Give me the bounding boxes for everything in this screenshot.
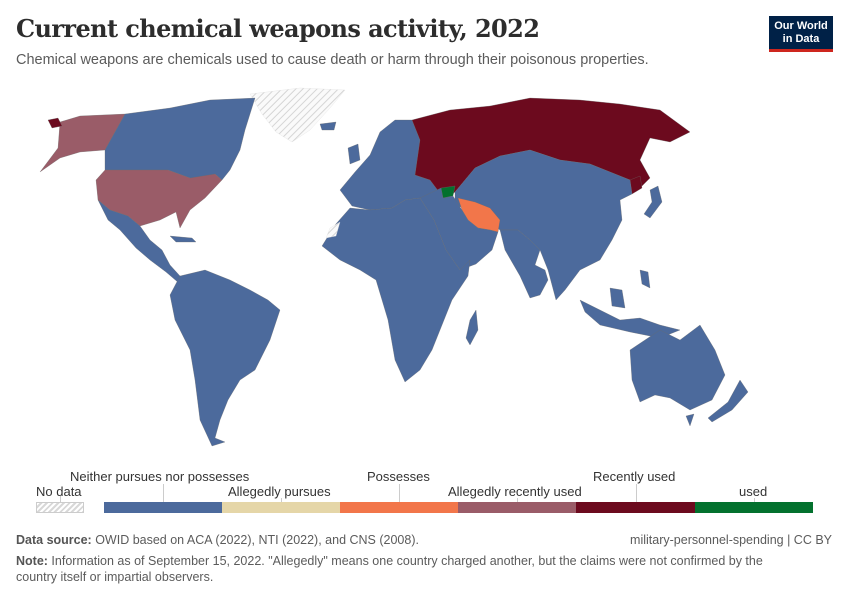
legend-bin-allegedly-pursues[interactable] xyxy=(222,502,340,513)
chart-subtitle: Chemical weapons are chemicals used to c… xyxy=(16,52,649,68)
legend-bin-possesses[interactable] xyxy=(340,502,458,513)
legend-no-data-label: No data xyxy=(36,484,82,499)
legend-tick xyxy=(399,484,400,502)
legend-bin-allegedly-recently-used[interactable] xyxy=(458,502,576,513)
note-text: Information as of September 15, 2022. "A… xyxy=(16,554,763,584)
country-australia[interactable] xyxy=(629,324,726,411)
legend-label-allegedly-pursues: Allegedly pursues xyxy=(228,484,331,499)
country-japan[interactable] xyxy=(643,185,663,219)
chart-note: Note: Information as of September 15, 20… xyxy=(16,553,806,585)
southeast-asia[interactable] xyxy=(579,299,681,339)
note-label: Note: xyxy=(16,554,48,568)
country-western-sahara[interactable] xyxy=(325,221,341,239)
legend-bin-neither[interactable] xyxy=(104,502,222,513)
legend-label-allegedly-recently-used: Allegedly recently used xyxy=(448,484,582,499)
logo-line-1: Our World xyxy=(774,20,828,32)
legend-label-used: used xyxy=(739,484,768,499)
legend-label-recently-used: Recently used xyxy=(593,469,676,484)
legend-tick xyxy=(163,484,164,502)
country-usa-alaska[interactable] xyxy=(39,113,126,173)
chart-slug-license[interactable]: military-personnel-spending | CC BY xyxy=(630,533,832,547)
country-new-zealand[interactable] xyxy=(707,379,749,423)
legend-label-possesses: Possesses xyxy=(367,469,430,484)
country-greenland[interactable] xyxy=(249,87,346,143)
chart-title: Current chemical weapons activity, 2022 xyxy=(16,14,540,43)
data-source: Data source: OWID based on ACA (2022), N… xyxy=(16,533,419,547)
data-source-label: Data source: xyxy=(16,533,92,547)
legend-tick xyxy=(517,498,518,502)
owid-logo[interactable]: Our World in Data xyxy=(769,16,833,52)
logo-line-2: in Data xyxy=(782,33,820,45)
legend-no-data-swatch[interactable] xyxy=(36,502,84,513)
data-source-text: OWID based on ACA (2022), NTI (2022), an… xyxy=(91,533,419,547)
world-map xyxy=(39,87,749,447)
legend-bin-used[interactable] xyxy=(695,502,813,513)
legend-tick xyxy=(60,496,61,502)
legend-tick xyxy=(281,498,282,502)
country-india[interactable] xyxy=(499,229,549,299)
legend-label-neither: Neither pursues nor possesses xyxy=(70,469,250,484)
legend-bin-recently-used[interactable] xyxy=(576,502,695,513)
south-america[interactable] xyxy=(169,269,281,447)
legend-tick xyxy=(754,498,755,502)
africa[interactable] xyxy=(321,197,471,383)
country-russia-chukotka[interactable] xyxy=(47,117,63,129)
legend-tick xyxy=(636,484,637,502)
